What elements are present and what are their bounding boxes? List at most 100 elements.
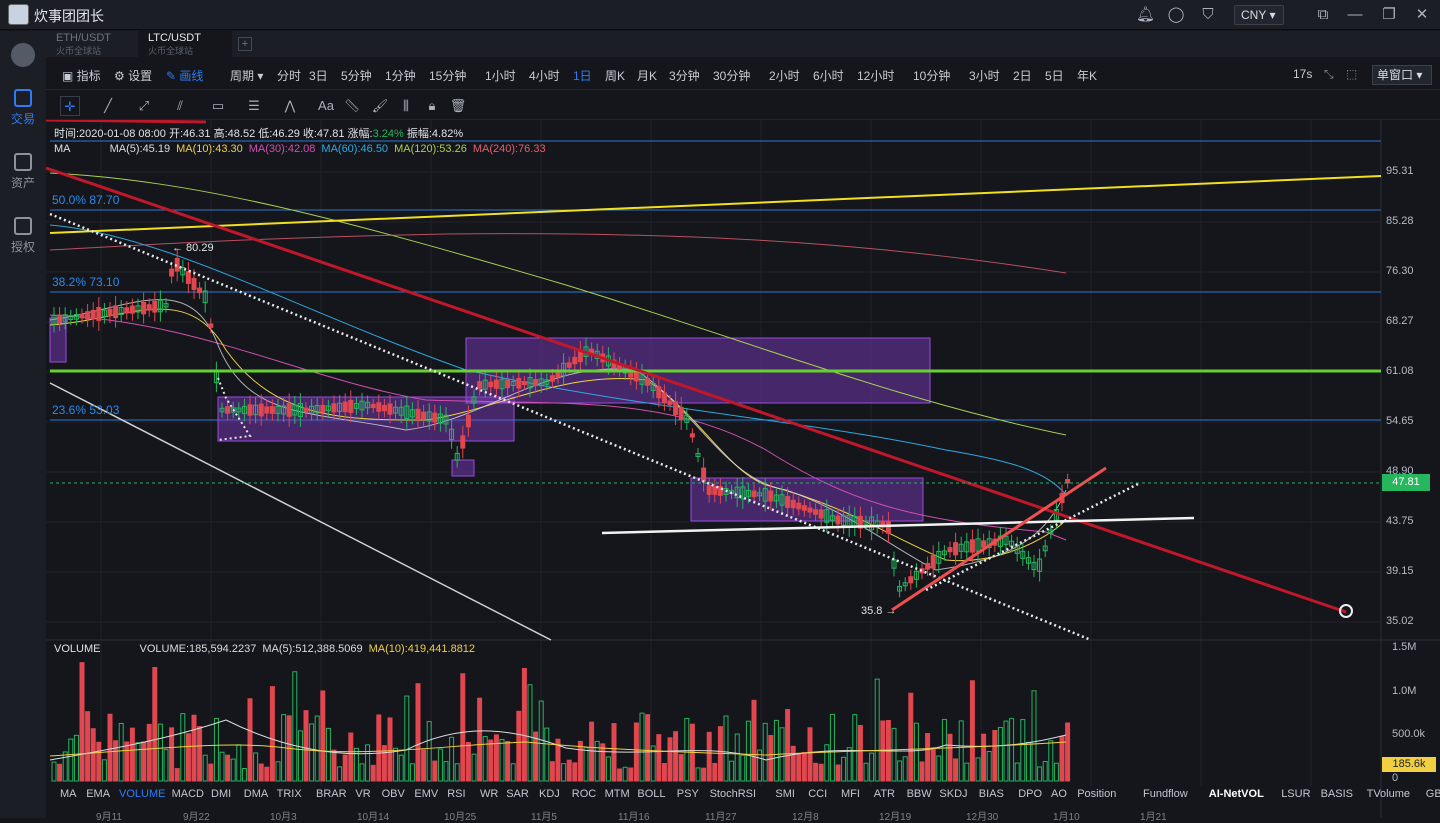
draw-button[interactable]: ✎ 画线 — [166, 69, 204, 83]
avatar[interactable] — [8, 4, 29, 25]
indicator-tab[interactable]: BIAS — [978, 788, 1004, 800]
volume-bar — [432, 760, 438, 782]
minimize-icon[interactable]: — — [1347, 6, 1363, 23]
period-option[interactable]: 10分钟 — [913, 69, 951, 83]
indicator-tab[interactable]: CCI — [808, 788, 828, 800]
currency-select[interactable]: CNY ▾ — [1234, 5, 1284, 25]
chat-icon[interactable]: ◯ — [1167, 6, 1185, 23]
indicator-tab[interactable]: EMV — [414, 788, 439, 800]
indicator-tab[interactable]: AI-NetVOL — [1208, 788, 1264, 800]
indicator-tab[interactable]: ROC — [571, 788, 597, 800]
period-option[interactable]: 1日 — [573, 69, 592, 83]
indicator-tab[interactable]: SAR — [506, 788, 529, 800]
trash-icon[interactable]: 🗑︎ — [449, 98, 467, 113]
period-option[interactable]: 5分钟 — [341, 69, 372, 83]
screenshot-icon[interactable]: ⬚ — [1346, 67, 1358, 81]
sidebar-item-trade[interactable]: 交易 — [0, 89, 46, 127]
period-option[interactable]: 5日 — [1045, 69, 1064, 83]
ruler-tool-icon[interactable]: 📏︎ — [343, 98, 361, 113]
close-icon[interactable]: ✕ — [1415, 6, 1429, 23]
window-mode-select[interactable]: 单窗口 ▾ — [1372, 65, 1432, 85]
indicator-tab[interactable]: RSI — [447, 788, 466, 800]
add-tab-button[interactable]: + — [238, 37, 252, 51]
fullscreen-icon[interactable]: ⤡ — [1324, 67, 1334, 81]
volume-label[interactable]: VOLUME — [54, 643, 101, 655]
indicator-tab[interactable]: PSY — [676, 788, 699, 800]
shirt-icon[interactable]: ⛉ — [1202, 6, 1214, 23]
restore-icon[interactable]: ❐ — [1382, 6, 1396, 23]
indicator-tab[interactable]: BBW — [906, 788, 932, 800]
period-option[interactable]: 周K — [605, 69, 626, 83]
indicator-tab[interactable]: DMA — [243, 788, 269, 800]
indicator-tab[interactable]: Fundflow — [1143, 788, 1188, 800]
price-chart[interactable] — [46, 120, 1440, 818]
period-dropdown[interactable]: 周期 ▾ — [230, 69, 264, 83]
indicator-tab[interactable]: BASIS — [1320, 788, 1353, 800]
price-axis[interactable]: 95.31 85.28 76.30 68.27 61.08 54.65 48.90 43.75… — [1382, 120, 1440, 640]
indicator-tab[interactable]: MFI — [841, 788, 860, 800]
indicator-tab[interactable]: OBV — [381, 788, 405, 800]
indicator-tab[interactable]: DMI — [211, 788, 232, 800]
period-option[interactable]: 6小时 — [813, 69, 844, 83]
bell-icon[interactable]: 🔔︎ — [1136, 6, 1156, 23]
indicator-tab[interactable]: GBS — [1425, 788, 1440, 800]
indicator-tab[interactable]: DPO — [1018, 788, 1043, 800]
line-tool-icon[interactable]: ╱ — [104, 98, 112, 113]
indicator-tab[interactable]: VR — [355, 788, 371, 800]
indicator-tab[interactable]: SMI — [775, 788, 795, 800]
indicator-tab[interactable]: ATR — [873, 788, 895, 800]
indicator-tab[interactable]: StochRSI — [709, 788, 757, 800]
indicator-tab[interactable]: LSUR — [1281, 788, 1311, 800]
period-option[interactable]: 1分钟 — [385, 69, 416, 83]
settings-button[interactable]: ⚙ 设置 — [114, 69, 153, 83]
sidebar-item-assets[interactable]: 资产 — [0, 153, 46, 191]
period-option[interactable]: 3日 — [309, 69, 328, 83]
period-option[interactable]: 4小时 — [529, 69, 560, 83]
wave-tool-icon[interactable]: ⋀ — [284, 98, 296, 113]
volume-bar — [426, 721, 432, 782]
chart-area[interactable]: 时间:2020-01-08 08:00 开:46.31 高:48.52 低:46… — [46, 120, 1440, 818]
period-option[interactable]: 15分钟 — [429, 69, 467, 83]
indicator-tab[interactable]: EMA — [86, 788, 111, 800]
indicator-tab[interactable]: AO — [1051, 788, 1067, 800]
indicator-tab[interactable]: BOLL — [637, 788, 666, 800]
tab-eth-usdt[interactable]: ETH/USDT 火币全球站 — [46, 31, 138, 57]
brush-tool-icon[interactable]: 🖌︎ — [371, 98, 389, 113]
period-option[interactable]: 3分钟 — [669, 69, 700, 83]
period-option[interactable]: 年K — [1077, 69, 1098, 83]
fib-tool-icon[interactable]: ☰ — [248, 98, 260, 113]
period-option[interactable]: 12小时 — [857, 69, 895, 83]
indicator-tab[interactable]: TRIX — [276, 788, 302, 800]
indicator-tab[interactable]: Position — [1077, 788, 1117, 800]
period-option[interactable]: 月K — [637, 69, 658, 83]
indicators-button[interactable]: ▣ 指标 — [62, 69, 101, 83]
window-icon[interactable]: ⧉ — [1317, 6, 1329, 23]
period-option[interactable]: 2小时 — [769, 69, 800, 83]
period-option[interactable]: 3小时 — [969, 69, 1000, 83]
indicator-tab[interactable]: MACD — [171, 788, 204, 800]
sidebar-item-auth[interactable]: 授权 — [0, 217, 46, 255]
tab-ltc-usdt[interactable]: LTC/USDT 火币全球站 — [138, 31, 232, 57]
crosshair-icon[interactable]: ✛ — [60, 96, 80, 116]
rectangle-tool-icon[interactable]: ▭ — [211, 98, 225, 113]
period-option[interactable]: 2日 — [1013, 69, 1032, 83]
ma-label[interactable]: MA — [54, 143, 71, 155]
indicator-tab[interactable]: TVolume — [1366, 788, 1411, 800]
text-tool-icon[interactable]: Aa — [318, 98, 334, 113]
indicator-tab[interactable]: MA — [60, 788, 77, 800]
indicator-tab[interactable]: MTM — [604, 788, 630, 800]
indicator-tab[interactable]: KDJ — [539, 788, 560, 800]
indicator-tab[interactable]: BRAR — [316, 788, 347, 800]
ray-tool-icon[interactable]: ⤢ — [138, 98, 150, 113]
indicator-tab[interactable]: WR — [480, 788, 499, 800]
parallel-tool-icon[interactable]: ⫽ — [177, 98, 183, 113]
period-option[interactable]: 30分钟 — [713, 69, 751, 83]
ma-legend-item: MA(30):42.08 — [248, 143, 316, 155]
indicator-tab[interactable]: SKDJ — [939, 788, 968, 800]
period-option[interactable]: 1小时 — [485, 69, 516, 83]
lock-icon[interactable]: 🔒︎ — [428, 98, 436, 113]
volume-axis[interactable]: 1.5M 1.0M 500.0k 0 — [1382, 640, 1440, 786]
magnet-icon[interactable]: ⫼ — [403, 98, 409, 113]
period-option[interactable]: 分时 — [277, 69, 302, 83]
indicator-tab[interactable]: VOLUME — [119, 788, 166, 800]
